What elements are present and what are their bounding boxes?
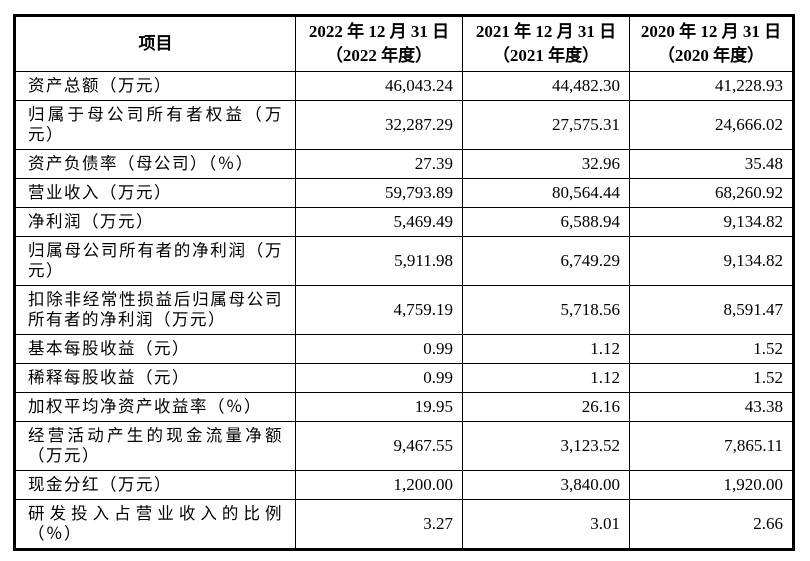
- table-row: 稀释每股收益（元） 0.99 1.12 1.52: [14, 363, 794, 393]
- header-year-2022-period: （2022 年度）: [325, 46, 433, 65]
- row-label-cell: 研发投入占营业收入的比例（％）: [14, 499, 296, 550]
- value-cell: 8,591.47: [629, 285, 794, 335]
- value-cell: 2.66: [629, 499, 794, 550]
- table-row: 营业收入（万元） 59,793.89 80,564.44 68,260.92: [14, 178, 794, 208]
- value-cell: 1,200.00: [295, 470, 463, 500]
- value-cell: 3.01: [462, 499, 630, 550]
- table-row: 现金分红（万元） 1,200.00 3,840.00 1,920.00: [14, 470, 794, 500]
- value-cell: 24,666.02: [629, 100, 794, 150]
- value-cell: 59,793.89: [295, 178, 463, 208]
- row-label-cell: 归属于母公司所有者权益（万元）: [14, 100, 296, 150]
- header-year-2020-cell: 2020 年 12 月 31 日 （2020 年度）: [629, 15, 794, 72]
- header-row: 项目 2022 年 12 月 31 日 （2022 年度） 2021 年 12 …: [14, 15, 794, 72]
- table-row: 归属于母公司所有者权益（万元） 32,287.29 27,575.31 24,6…: [14, 100, 794, 150]
- value-cell: 0.99: [295, 334, 463, 364]
- value-cell: 26.16: [462, 392, 630, 422]
- value-cell: 9,467.55: [295, 421, 463, 471]
- header-item-label: 项目: [138, 34, 173, 53]
- value-cell: 0.99: [295, 363, 463, 393]
- row-label-cell: 稀释每股收益（元）: [14, 363, 296, 393]
- value-cell: 80,564.44: [462, 178, 630, 208]
- value-cell: 3.27: [295, 499, 463, 550]
- value-cell: 3,123.52: [462, 421, 630, 471]
- value-cell: 7,865.11: [629, 421, 794, 471]
- value-cell: 44,482.30: [462, 71, 630, 101]
- value-cell: 46,043.24: [295, 71, 463, 101]
- table-row: 经营活动产生的现金流量净额（万元） 9,467.55 3,123.52 7,86…: [14, 421, 794, 471]
- value-cell: 27,575.31: [462, 100, 630, 150]
- row-label-cell: 资产总额（万元）: [14, 71, 296, 101]
- row-label-cell: 经营活动产生的现金流量净额（万元）: [14, 421, 296, 471]
- table-row: 资产总额（万元） 46,043.24 44,482.30 41,228.93: [14, 71, 794, 101]
- table-row: 扣除非经常性损益后归属母公司所有者的净利润（万元） 4,759.19 5,718…: [14, 285, 794, 335]
- value-cell: 6,588.94: [462, 207, 630, 237]
- header-year-2022-cell: 2022 年 12 月 31 日 （2022 年度）: [295, 15, 463, 72]
- header-year-2021-cell: 2021 年 12 月 31 日 （2021 年度）: [462, 15, 630, 72]
- row-label-cell: 加权平均净资产收益率（％）: [14, 392, 296, 422]
- value-cell: 27.39: [295, 149, 463, 179]
- header-item-cell: 项目: [14, 15, 296, 72]
- row-label-cell: 扣除非经常性损益后归属母公司所有者的净利润（万元）: [14, 285, 296, 335]
- table-row: 基本每股收益（元） 0.99 1.12 1.52: [14, 334, 794, 364]
- value-cell: 4,759.19: [295, 285, 463, 335]
- row-label-cell: 净利润（万元）: [14, 207, 296, 237]
- value-cell: 43.38: [629, 392, 794, 422]
- value-cell: 35.48: [629, 149, 794, 179]
- row-label-cell: 归属母公司所有者的净利润（万元）: [14, 236, 296, 286]
- value-cell: 9,134.82: [629, 207, 794, 237]
- value-cell: 1.12: [462, 363, 630, 393]
- value-cell: 5,718.56: [462, 285, 630, 335]
- value-cell: 3,840.00: [462, 470, 630, 500]
- row-label-cell: 资产负债率（母公司）（％）: [14, 149, 296, 179]
- table-row: 净利润（万元） 5,469.49 6,588.94 9,134.82: [14, 207, 794, 237]
- value-cell: 41,228.93: [629, 71, 794, 101]
- header-year-2021-date: 2021 年 12 月 31 日: [475, 22, 617, 41]
- header-year-2020-date: 2020 年 12 月 31 日: [640, 22, 782, 41]
- table-row: 加权平均净资产收益率（％） 19.95 26.16 43.38: [14, 392, 794, 422]
- value-cell: 5,469.49: [295, 207, 463, 237]
- row-label-cell: 营业收入（万元）: [14, 178, 296, 208]
- table-row: 归属母公司所有者的净利润（万元） 5,911.98 6,749.29 9,134…: [14, 236, 794, 286]
- table-row: 资产负债率（母公司）（％） 27.39 32.96 35.48: [14, 149, 794, 179]
- header-year-2022-date: 2022 年 12 月 31 日: [308, 22, 450, 41]
- value-cell: 1.52: [629, 363, 794, 393]
- value-cell: 6,749.29: [462, 236, 630, 286]
- value-cell: 32.96: [462, 149, 630, 179]
- value-cell: 19.95: [295, 392, 463, 422]
- row-label-cell: 现金分红（万元）: [14, 470, 296, 500]
- financial-summary-table: 项目 2022 年 12 月 31 日 （2022 年度） 2021 年 12 …: [13, 14, 795, 551]
- table-row: 研发投入占营业收入的比例（％） 3.27 3.01 2.66: [14, 499, 794, 550]
- value-cell: 68,260.92: [629, 178, 794, 208]
- value-cell: 5,911.98: [295, 236, 463, 286]
- value-cell: 1,920.00: [629, 470, 794, 500]
- value-cell: 9,134.82: [629, 236, 794, 286]
- header-year-2021-period: （2021 年度）: [492, 46, 600, 65]
- value-cell: 32,287.29: [295, 100, 463, 150]
- header-year-2020-period: （2020 年度）: [657, 46, 765, 65]
- row-label-cell: 基本每股收益（元）: [14, 334, 296, 364]
- value-cell: 1.12: [462, 334, 630, 364]
- value-cell: 1.52: [629, 334, 794, 364]
